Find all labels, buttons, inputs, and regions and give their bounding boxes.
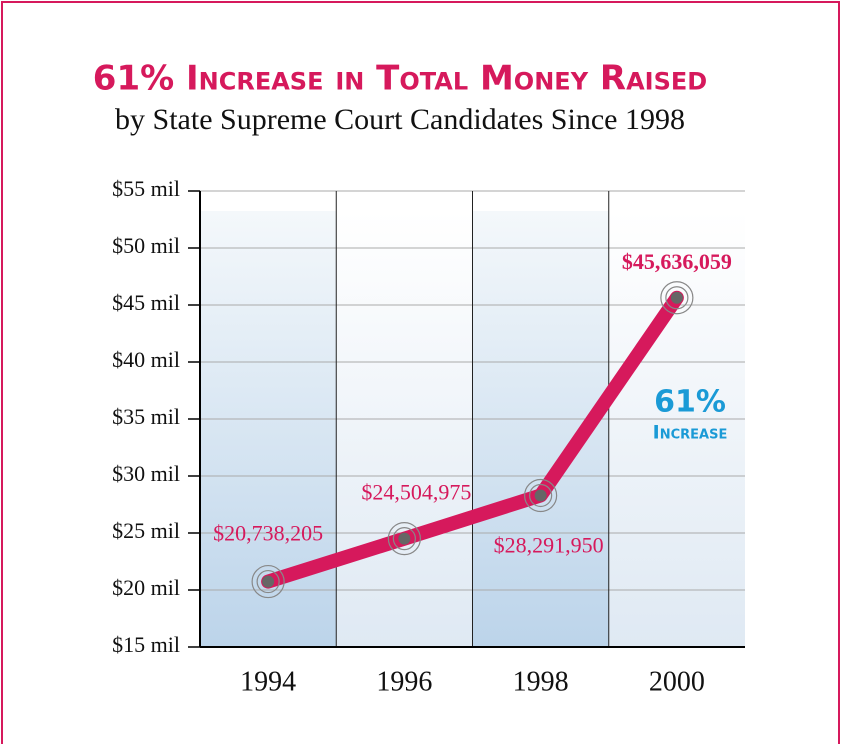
value-label: $45,636,059 xyxy=(622,249,732,274)
x-tick-label: 1998 xyxy=(513,666,569,697)
annotation: 61% xyxy=(654,385,726,420)
marker xyxy=(398,532,411,545)
y-tick-label: $35 mil xyxy=(112,404,180,429)
marker xyxy=(534,489,547,502)
y-tick-label: $55 mil xyxy=(112,176,180,201)
marker-ring xyxy=(392,527,416,551)
column-band xyxy=(608,211,745,647)
y-tick-label: $20 mil xyxy=(112,575,180,600)
x-tick-label: 1996 xyxy=(376,666,432,697)
chart-title: 61% Increase in Total Money Raised xyxy=(93,59,707,99)
column-band xyxy=(336,211,473,647)
marker-ring xyxy=(256,569,280,594)
y-tick-label: $25 mil xyxy=(112,518,180,543)
value-label: $24,504,975 xyxy=(361,480,471,505)
marker xyxy=(670,291,683,304)
marker-ring xyxy=(524,478,558,513)
y-tick-label: $15 mil xyxy=(112,632,180,657)
value-label: $28,291,950 xyxy=(494,533,604,558)
annotation: Increase xyxy=(653,422,728,444)
y-tick-label: $30 mil xyxy=(112,461,180,486)
marker-ring xyxy=(387,522,421,556)
y-tick-label: $45 mil xyxy=(112,290,180,315)
marker-ring xyxy=(251,564,285,599)
marker-ring xyxy=(529,483,553,508)
marker-ring xyxy=(660,281,694,315)
value-label: $20,738,205 xyxy=(213,521,323,546)
marker xyxy=(262,575,275,588)
chart-subtitle: by State Supreme Court Candidates Since … xyxy=(115,103,685,136)
marker-ring xyxy=(665,286,689,310)
y-tick-label: $40 mil xyxy=(112,347,180,372)
data-line xyxy=(261,290,684,589)
y-tick-label: $50 mil xyxy=(112,233,180,258)
x-tick-label: 1994 xyxy=(240,666,296,697)
x-tick-label: 2000 xyxy=(649,666,705,697)
